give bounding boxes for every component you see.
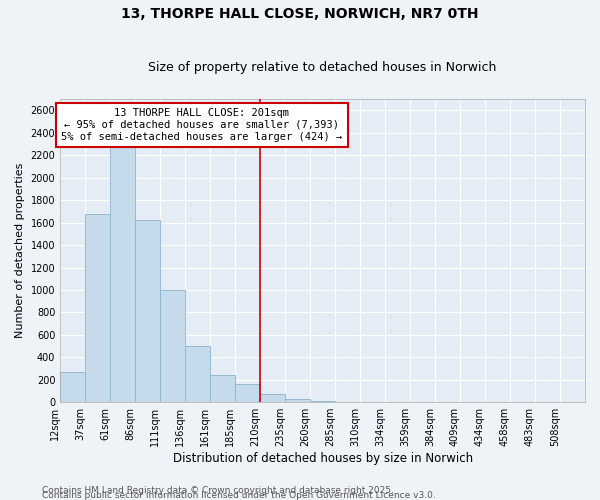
Bar — [85, 214, 110, 402]
Text: Contains HM Land Registry data © Crown copyright and database right 2025.: Contains HM Land Registry data © Crown c… — [42, 486, 394, 495]
Bar — [135, 220, 160, 402]
Bar — [235, 384, 260, 402]
Bar — [260, 394, 285, 402]
Y-axis label: Number of detached properties: Number of detached properties — [15, 163, 25, 338]
Text: Contains public sector information licensed under the Open Government Licence v3: Contains public sector information licen… — [42, 491, 436, 500]
Bar — [285, 399, 310, 402]
Text: 13, THORPE HALL CLOSE, NORWICH, NR7 0TH: 13, THORPE HALL CLOSE, NORWICH, NR7 0TH — [121, 8, 479, 22]
Text: 13 THORPE HALL CLOSE: 201sqm
← 95% of detached houses are smaller (7,393)
5% of : 13 THORPE HALL CLOSE: 201sqm ← 95% of de… — [61, 108, 343, 142]
Bar — [110, 146, 135, 402]
Bar — [60, 372, 85, 402]
X-axis label: Distribution of detached houses by size in Norwich: Distribution of detached houses by size … — [173, 452, 473, 465]
Bar — [160, 290, 185, 402]
Bar — [185, 346, 210, 402]
Bar — [210, 376, 235, 402]
Title: Size of property relative to detached houses in Norwich: Size of property relative to detached ho… — [148, 62, 497, 74]
